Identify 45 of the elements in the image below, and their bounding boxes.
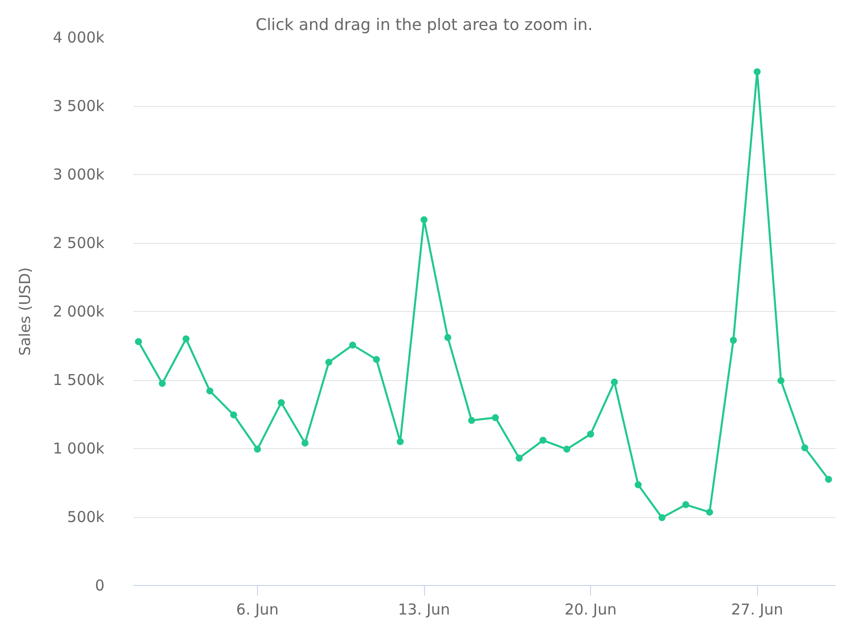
- point: [801, 444, 808, 452]
- point: [540, 436, 546, 444]
- x-tick-label: 6. Jun: [236, 600, 279, 618]
- y-tick-label: 1 500k: [52, 371, 105, 389]
- point: [278, 399, 285, 406]
- point: [610, 378, 618, 386]
- point: [658, 514, 666, 522]
- y-tick-label: 0: [94, 576, 105, 594]
- point: [396, 438, 404, 446]
- point: [825, 476, 832, 483]
- point: [563, 446, 570, 453]
- point: [420, 216, 428, 224]
- point: [634, 481, 642, 488]
- y-tick-label: 3 500k: [52, 97, 105, 115]
- point: [516, 454, 523, 462]
- point: [754, 68, 761, 76]
- x-tick-label: 13. Jun: [398, 600, 450, 618]
- point: [158, 380, 166, 387]
- y-tick-label: 1 000k: [52, 440, 105, 458]
- y-tick-label: 2 500k: [52, 234, 105, 252]
- point: [492, 414, 499, 422]
- point: [254, 446, 261, 453]
- point: [134, 338, 142, 346]
- point: [372, 356, 380, 363]
- y-tick-label: 3 000k: [52, 166, 105, 184]
- point: [182, 335, 190, 342]
- point: [302, 440, 309, 447]
- y-tick-label: 4 000k: [52, 28, 105, 46]
- point: [325, 358, 332, 366]
- y-tick-label: 500k: [67, 508, 105, 526]
- point: [587, 430, 594, 438]
- y-tick-label: 2 000k: [52, 302, 105, 320]
- x-tick-label: 27. Jun: [731, 600, 784, 618]
- y-axis-title: Sales (USD): [16, 267, 34, 356]
- x-tick-label: 20. Jun: [564, 600, 617, 618]
- point: [206, 387, 214, 394]
- point: [230, 411, 238, 418]
- chart-subtitle: Click and drag in the plot area to zoom in.: [256, 15, 593, 34]
- point: [706, 508, 714, 516]
- point: [682, 501, 690, 508]
- point: [730, 336, 737, 344]
- point: [349, 342, 356, 349]
- point: [777, 377, 784, 384]
- point: [468, 416, 476, 424]
- point: [444, 334, 452, 342]
